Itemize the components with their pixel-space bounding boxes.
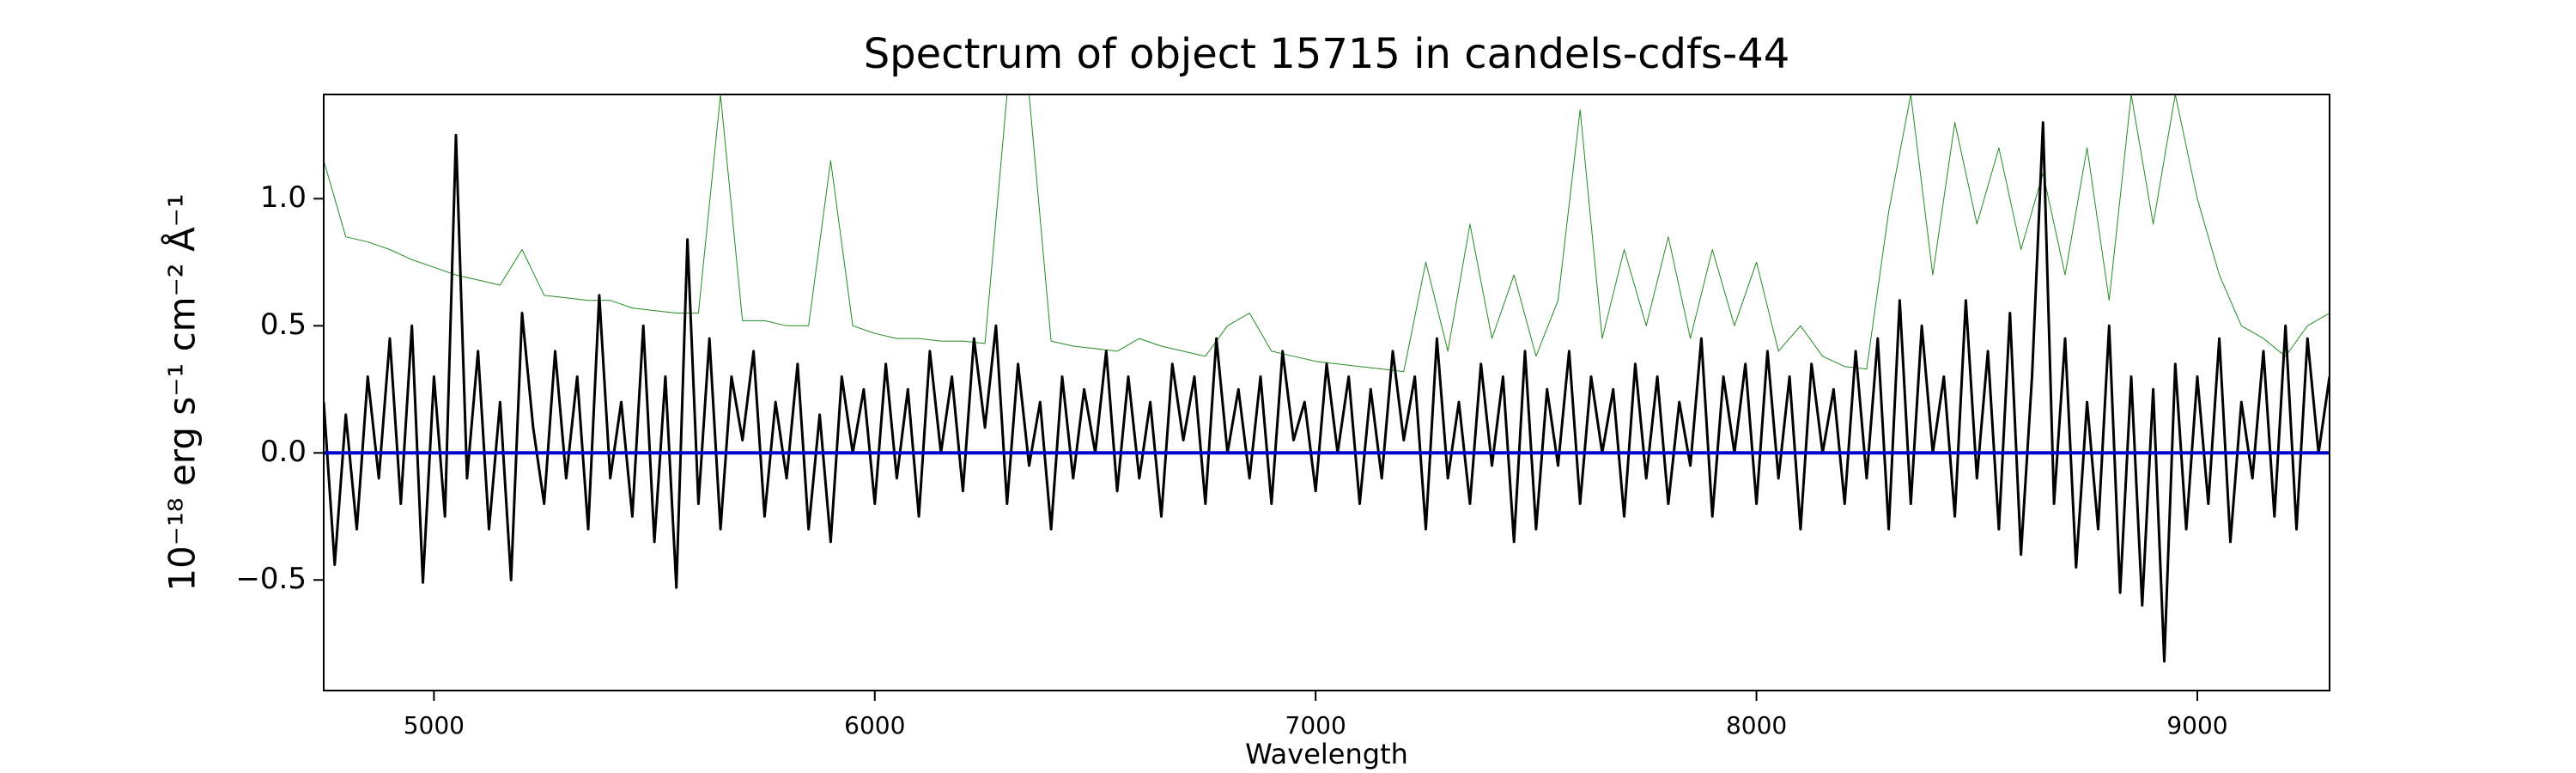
x-tick-label: 6000 <box>844 711 905 740</box>
x-axis-label: Wavelength <box>1245 738 1408 770</box>
spectrum-line <box>324 121 2330 663</box>
x-tick-label: 8000 <box>1726 711 1787 740</box>
plot-area <box>324 94 2330 663</box>
spectrum-line <box>324 94 2330 373</box>
x-tick-label: 5000 <box>404 711 465 740</box>
axes-frame <box>323 94 2330 691</box>
x-tick-label: 9000 <box>2166 711 2227 740</box>
y-tick-label: 1.0 <box>260 180 307 215</box>
x-tick-label: 7000 <box>1285 711 1346 740</box>
y-tick-label: 0.0 <box>260 435 307 469</box>
chart-title: Spectrum of object 15715 in candels-cdfs… <box>864 30 1790 78</box>
y-tick-label: −0.5 <box>235 562 307 596</box>
y-axis-label: 10⁻¹⁸ erg s⁻¹ cm⁻² Å⁻¹ <box>161 193 204 591</box>
y-tick-label: 0.5 <box>260 307 307 342</box>
